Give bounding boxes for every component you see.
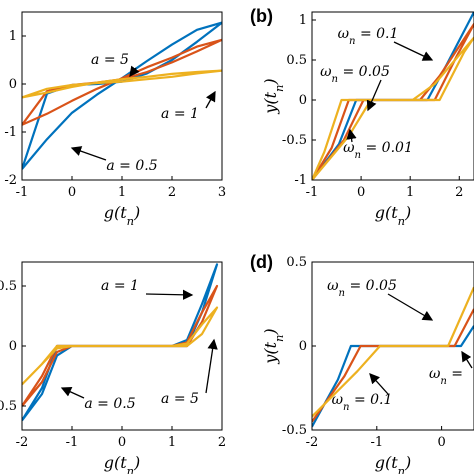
y-tick-label: 0 [299, 93, 307, 108]
annotation-label-a-2: a = 0.5 [106, 158, 157, 174]
annotation-arrow [346, 128, 357, 143]
annotation-arrow [461, 350, 473, 369]
series-line-a-0 [22, 21, 222, 170]
x-tick-label: 1 [118, 185, 126, 200]
plot-frame-a [21, 11, 223, 181]
y-tick-label: -1 [294, 173, 307, 188]
annotation-label-c-0: a = 1 [101, 278, 139, 294]
series-line-a-2 [22, 69, 222, 99]
annotation-arrow [145, 289, 194, 301]
y-tick-label: 1 [299, 13, 307, 28]
x-axis-label: g(tn) [375, 203, 412, 228]
y-tick-label: 0.5 [286, 53, 307, 68]
annotation-label-b-2: ωn = 0.01 [343, 140, 413, 161]
annotation-label-c-2: a = 0.5 [84, 396, 135, 412]
annotation-label-d-2: ωn = [429, 366, 463, 387]
y-tick-label: -0.5 [282, 423, 307, 438]
x-axis-label: g(tn) [104, 453, 141, 474]
x-tick-label: 1 [406, 185, 414, 200]
x-tick-label: -1 [66, 435, 79, 450]
x-tick-label: 1 [168, 435, 176, 450]
y-axis-label: y(tn) [261, 328, 286, 364]
annotation-label-d-1: ωn = 0.1 [332, 392, 393, 413]
y-tick-label: 1 [9, 29, 17, 44]
annotation-arrow [387, 293, 434, 321]
annotation-label-b-1: ωn = 0.05 [320, 64, 390, 85]
x-tick-label: 0 [357, 185, 365, 200]
annotation-arrow [366, 79, 382, 112]
y-tick-label: -0.5 [282, 133, 307, 148]
panel-label: (b) [250, 6, 273, 26]
y-axis-label: y(tn) [261, 78, 286, 114]
panel-label: (d) [250, 252, 273, 272]
annotation-arrow [393, 41, 434, 61]
x-tick-label: 0 [118, 435, 126, 450]
annotation-label-a-1: a = 1 [161, 106, 199, 122]
x-axis-label: g(tn) [375, 453, 412, 474]
annotation-arrow [205, 90, 216, 109]
x-tick-label: 0 [68, 185, 76, 200]
annotation-label-d-0: ωn = 0.05 [327, 278, 397, 299]
x-tick-label: 2 [168, 185, 176, 200]
series-line-b-1 [312, 22, 474, 180]
x-tick-label: -2 [16, 435, 29, 450]
x-axis-label: g(tn) [104, 203, 141, 228]
y-tick-label: 0 [9, 339, 17, 354]
annotation-arrow [129, 65, 140, 78]
annotation-arrow [369, 373, 389, 395]
x-tick-label: -1 [370, 435, 383, 450]
x-tick-label: 0 [437, 435, 445, 450]
y-tick-label: -2 [4, 173, 17, 188]
chart-panel-c: -2 -1 0 1 2 0.5 0 0.5 g(tn) a = 1 a = 5 a = 0.5 [0, 261, 226, 474]
y-tick-label: 0 [299, 339, 307, 354]
y-tick-label: 0.5 [286, 255, 307, 270]
annotation-arrow [70, 146, 107, 161]
annotation-arrow [60, 387, 85, 399]
y-tick-label: 0.5 [0, 279, 17, 294]
y-tick-label: 0.5 [0, 399, 17, 414]
annotation-arrow [205, 338, 218, 394]
x-tick-label: 2 [455, 185, 463, 200]
annotation-label-b-0: ωn = 0.1 [338, 26, 399, 47]
y-tick-label: 0 [9, 77, 17, 92]
x-tick-label: 2 [218, 435, 226, 450]
plot-frame-b [311, 11, 474, 181]
x-tick-label: -1 [306, 185, 319, 200]
annotation-label-c-1: a = 5 [161, 391, 199, 407]
series-line-c-2 [22, 306, 219, 386]
annotation-label-a-0: a = 5 [91, 52, 129, 68]
series-line-d-2 [312, 286, 474, 418]
x-tick-label: 3 [218, 185, 226, 200]
chart-panel-b: -1 0 1 2 -1 -0.5 0 0.5 1 g(tn) y(tn) (b) ωn = 0.1 ωn … [250, 6, 474, 228]
x-tick-label: -1 [16, 185, 29, 200]
x-tick-label: -2 [306, 435, 319, 450]
series-line-b-2 [312, 36, 474, 180]
chart-panel-d: -2 -1 0 -0.5 0 0.5 g(tn) y(tn) (d) ωn = 0.05 ωn = … [250, 252, 474, 474]
y-tick-label: -1 [4, 125, 17, 140]
